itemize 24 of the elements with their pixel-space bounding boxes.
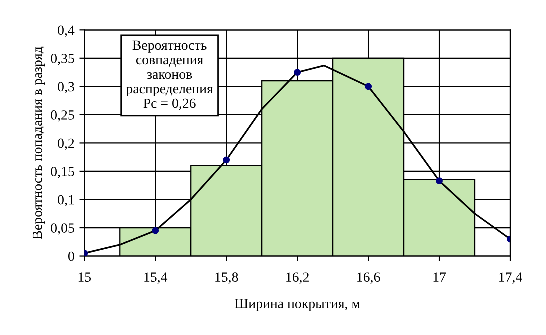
y-tick-label: 0,25 bbox=[51, 110, 74, 122]
y-tick-label: 0,35 bbox=[51, 54, 74, 66]
x-tick-label: 17,4 bbox=[500, 272, 522, 284]
point bbox=[152, 227, 160, 234]
y-tick-label: 0,3 bbox=[58, 82, 74, 94]
x-tick-label: 16,6 bbox=[358, 272, 380, 284]
x-tick-label: 15,8 bbox=[216, 272, 238, 284]
x-axis-title: Ширина покрытия, м bbox=[235, 299, 360, 312]
point bbox=[365, 83, 372, 90]
annotation: Вероятность совпадения законов распределения Pc = 0,26 bbox=[126, 40, 214, 110]
y-tick-label: 0,2 bbox=[58, 138, 74, 150]
y-tick-label: 0 bbox=[68, 252, 74, 262]
y-axis-title: Вероятность попадания в разряд bbox=[32, 46, 46, 240]
point bbox=[436, 178, 444, 185]
y-tick-label: 0,15 bbox=[51, 167, 74, 178]
x-tick-label: 17 bbox=[434, 272, 446, 282]
x-tick-label: 16,2 bbox=[286, 272, 309, 284]
y-tick-label: 0,05 bbox=[51, 224, 74, 235]
y-tick-label: 0,4 bbox=[58, 26, 75, 38]
y-tick-label: 0,1 bbox=[58, 195, 74, 207]
point bbox=[223, 156, 230, 164]
x-tick-label: 15 bbox=[78, 272, 92, 282]
point bbox=[294, 69, 302, 76]
x-tick-label: 15,4 bbox=[144, 272, 168, 284]
